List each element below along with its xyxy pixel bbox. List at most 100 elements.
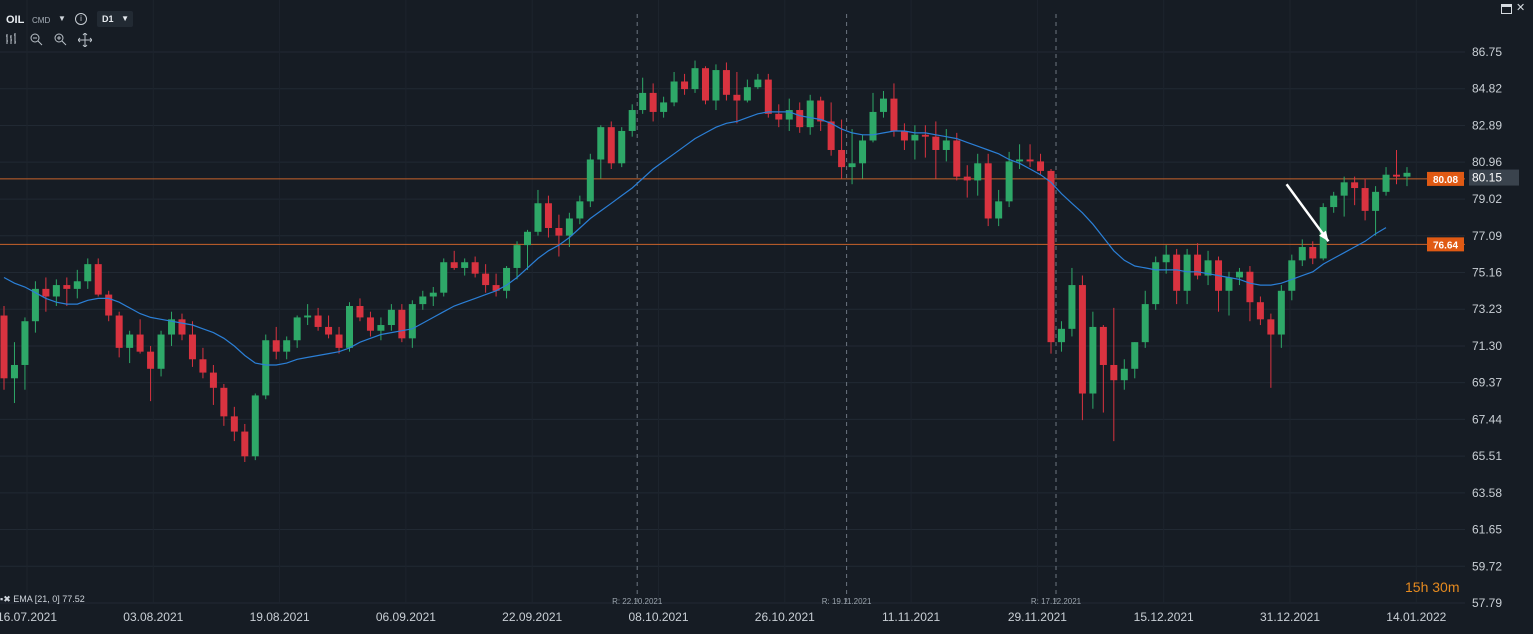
bear-candle	[1393, 174, 1401, 177]
y-tick-label: 86.75	[1472, 45, 1502, 59]
bull-candle	[52, 285, 60, 297]
price-axis[interactable]: 86.75 84.82 82.89 80.96 79.02 77.09 75.16 73.23…	[1469, 45, 1519, 610]
x-tick-label: 26.10.2021	[755, 610, 815, 624]
time-axis[interactable]: 16.07.2021 03.08.2021 19.08.2021 06.09.2021…	[0, 610, 1447, 624]
bull-candle	[524, 231, 531, 246]
bear-candle	[1026, 159, 1034, 162]
bear-candle	[147, 351, 155, 369]
horizontal-levels: 80.08 76.64	[0, 171, 1465, 252]
y-tick-label: 57.79	[1472, 596, 1502, 610]
x-tick-label: 06.09.2021	[376, 610, 436, 624]
bull-candle	[1204, 260, 1212, 276]
bar-chart-icon[interactable]	[4, 33, 20, 47]
bull-candle	[576, 201, 584, 219]
bear-candle	[450, 262, 458, 268]
y-tick-label: 69.37	[1472, 376, 1502, 390]
symbol-label[interactable]: OIL	[6, 14, 25, 26]
bear-candle	[544, 203, 552, 228]
bear-candle	[188, 334, 196, 360]
bull-candle	[670, 81, 678, 103]
bear-candle	[1173, 254, 1181, 291]
bull-candle	[691, 68, 699, 90]
timeframe-label: D1	[102, 14, 114, 24]
restore-icon[interactable]	[1501, 4, 1512, 14]
timeframe-select[interactable]: D1 ▼	[97, 11, 133, 27]
bear-candle	[1267, 319, 1275, 335]
bull-candle	[157, 334, 165, 369]
bull-candle	[440, 262, 448, 293]
candles	[0, 60, 1411, 463]
bull-candle	[848, 163, 856, 168]
bull-candle	[628, 110, 636, 131]
zoom-in-icon[interactable]	[52, 33, 68, 47]
bear-candle	[314, 315, 322, 327]
y-tick-label: 80.96	[1472, 155, 1502, 169]
bear-candle	[984, 163, 992, 219]
x-tick-label: 11.11.2021	[882, 610, 941, 624]
x-tick-label: 19.08.2021	[250, 610, 310, 624]
bull-candle	[387, 309, 395, 326]
remove-indicator-icon[interactable]: ✖	[3, 594, 11, 604]
bear-candle	[838, 149, 846, 168]
x-tick-label: 31.12.2021	[1260, 610, 1320, 624]
bear-candle	[953, 140, 961, 177]
x-tick-label: 14.01.2022	[1386, 610, 1446, 624]
bull-candle	[1183, 254, 1191, 291]
bull-candle	[1288, 260, 1296, 291]
bear-candle	[1246, 271, 1254, 303]
zoom-out-icon[interactable]	[28, 33, 44, 47]
bull-candle	[660, 102, 668, 112]
chevron-down-icon: ▼	[121, 14, 129, 23]
bear-candle	[63, 285, 71, 289]
current-price-label: 80.15	[1472, 171, 1502, 185]
x-tick-label: 22.09.2021	[502, 610, 562, 624]
bull-candle	[995, 201, 1003, 219]
bear-candle	[1256, 302, 1264, 320]
bear-candle	[796, 110, 804, 128]
bull-candle	[1298, 247, 1306, 261]
bull-candle	[785, 110, 793, 120]
bull-candle	[534, 203, 542, 232]
settings-icon[interactable]: ▪	[0, 594, 4, 604]
bear-candle	[921, 134, 929, 137]
bear-candle	[890, 98, 898, 131]
bull-candle	[377, 325, 385, 331]
bear-candle	[1309, 247, 1317, 259]
y-tick-label: 79.02	[1472, 192, 1502, 206]
bull-candle	[1068, 285, 1076, 329]
symbol-dropdown-icon[interactable]: ▼	[58, 14, 66, 23]
bull-candle	[1141, 304, 1149, 343]
y-tick-label: 59.72	[1472, 559, 1502, 573]
chart-toolbar: OIL CMD ▼ i D1 ▼	[0, 0, 200, 48]
bear-candle	[94, 264, 102, 295]
rollover-label: R: 19.11.2021	[822, 597, 872, 606]
bear-candle	[649, 92, 657, 112]
ema-legend[interactable]: ▪✖ EMA [21, 0] 77.52	[0, 594, 85, 605]
bull-candle	[293, 317, 301, 341]
trend-arrow-shaft	[1285, 183, 1330, 243]
y-tick-label: 84.82	[1472, 82, 1502, 96]
rollover-markers: R: 22.10.2021 R: 19.11.2021 R: 17.12.2021	[612, 14, 1082, 606]
bull-candle	[942, 140, 950, 150]
bull-candle	[84, 264, 92, 282]
bear-candle	[1361, 188, 1369, 211]
bull-candle	[1235, 271, 1243, 278]
bull-candle	[126, 334, 134, 348]
info-icon[interactable]: i	[75, 13, 87, 25]
level-badge	[1427, 171, 1464, 186]
close-icon[interactable]: ✕	[1516, 2, 1526, 14]
bull-candle	[754, 79, 762, 88]
bull-candle	[879, 98, 887, 112]
bear-candle	[115, 315, 123, 348]
bull-candle	[712, 70, 720, 101]
crosshair-icon[interactable]	[77, 32, 93, 48]
trend-arrow-head	[1319, 230, 1329, 242]
bull-candle	[21, 321, 29, 365]
y-tick-label: 73.23	[1472, 302, 1502, 316]
bear-candle	[733, 94, 741, 101]
current-price-badge	[1469, 169, 1519, 186]
bull-candle	[1225, 277, 1233, 291]
bear-candle	[681, 81, 689, 90]
bull-candle	[1372, 191, 1380, 211]
